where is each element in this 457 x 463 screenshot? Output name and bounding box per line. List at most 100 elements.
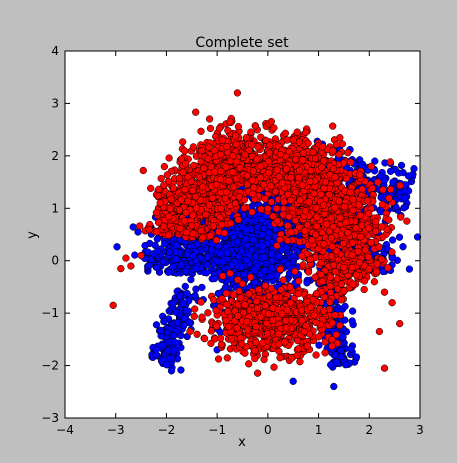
series-1-point (379, 186, 387, 194)
series-1-point (160, 222, 168, 230)
series-1-point (327, 234, 336, 242)
series-1-point (285, 147, 293, 156)
series-1-point (367, 239, 375, 247)
series-0-point (405, 265, 414, 273)
series-0-point (164, 268, 173, 276)
series-0-point (399, 243, 407, 251)
series-1-point (278, 179, 286, 187)
series-0-point (268, 256, 276, 265)
series-1-point (266, 141, 274, 149)
series-0-point (283, 260, 292, 268)
series-0-point (386, 167, 395, 175)
series-0-point (203, 261, 211, 269)
series-0-point (268, 250, 276, 258)
series-1-point (295, 174, 303, 182)
series-1-point (245, 360, 253, 368)
series-0-point (207, 246, 216, 254)
series-0-point (152, 321, 161, 329)
series-0-point (348, 317, 356, 325)
series-1-point (317, 190, 325, 198)
series-1-point (363, 197, 372, 205)
series-1-point (279, 276, 287, 284)
series-0-point (315, 341, 323, 349)
series-0-point (339, 333, 347, 341)
series-1-point (337, 280, 346, 288)
series-1-point (197, 226, 205, 235)
series-1-point (298, 156, 307, 164)
series-1-point (287, 196, 295, 204)
series-1-point (373, 260, 381, 268)
series-1-point (355, 201, 363, 209)
series-1-point (372, 267, 381, 276)
series-1-point (248, 208, 256, 216)
series-1-point (319, 201, 328, 209)
series-1-point (206, 232, 215, 240)
series-0-point (167, 367, 176, 375)
series-0-point (400, 204, 408, 212)
series-1-point (296, 196, 304, 204)
series-1-point (212, 236, 220, 244)
series-1-point (294, 345, 303, 353)
series-0-point (152, 346, 160, 354)
series-1-point (299, 149, 308, 157)
series-0-point (203, 253, 212, 261)
series-1-point (265, 149, 274, 157)
series-1-point (371, 227, 380, 235)
series-0-point (172, 255, 180, 263)
series-1-point (199, 233, 207, 242)
series-0-point (169, 299, 177, 308)
series-0-point (192, 285, 200, 293)
series-1-point (356, 211, 364, 220)
series-0-point (169, 263, 177, 271)
series-0-point (179, 299, 187, 307)
series-1-point (320, 240, 328, 248)
series-1-point (284, 236, 292, 245)
series-0-point (153, 235, 161, 243)
series-0-point (177, 261, 186, 269)
series-1-point (318, 163, 326, 171)
series-1-point (349, 195, 357, 204)
series-0-point (145, 261, 153, 270)
series-1-point (181, 217, 189, 225)
series-1-point (403, 217, 411, 225)
series-1-point (336, 214, 344, 222)
series-1-point (247, 128, 255, 136)
series-1-point (335, 150, 343, 159)
series-0-point (153, 263, 161, 272)
series-0-point (253, 223, 262, 232)
series-0-point (159, 257, 168, 266)
series-0-point (192, 264, 200, 273)
series-0-point (164, 347, 172, 355)
series-1-point (375, 243, 383, 251)
series-1-point (329, 147, 337, 155)
series-1-point (276, 235, 284, 244)
series-1-point (386, 158, 394, 166)
series-1-point (240, 204, 248, 212)
series-1-point (336, 321, 344, 330)
series-0-point (160, 317, 168, 326)
series-1-point (234, 216, 242, 224)
series-1-point (318, 143, 327, 151)
series-1-point (374, 178, 382, 186)
series-1-point (284, 221, 292, 230)
series-1-point (291, 188, 300, 197)
series-0-point (170, 338, 179, 346)
series-1-point (301, 207, 310, 215)
series-1-point (348, 263, 357, 272)
series-0-point (202, 269, 211, 277)
series-1-point (367, 162, 375, 170)
series-1-point (331, 204, 339, 212)
series-1-point (327, 214, 335, 222)
series-1-point (276, 150, 285, 159)
series-1-point (326, 288, 335, 297)
series-1-point (223, 354, 231, 362)
series-1-point (331, 173, 339, 181)
series-1-point (357, 233, 365, 241)
series-0-point (289, 377, 297, 385)
series-0-point (134, 228, 142, 236)
series-1-point (271, 188, 280, 196)
series-0-point (380, 177, 388, 185)
series-1-point (152, 208, 161, 217)
series-0-point (348, 307, 357, 315)
